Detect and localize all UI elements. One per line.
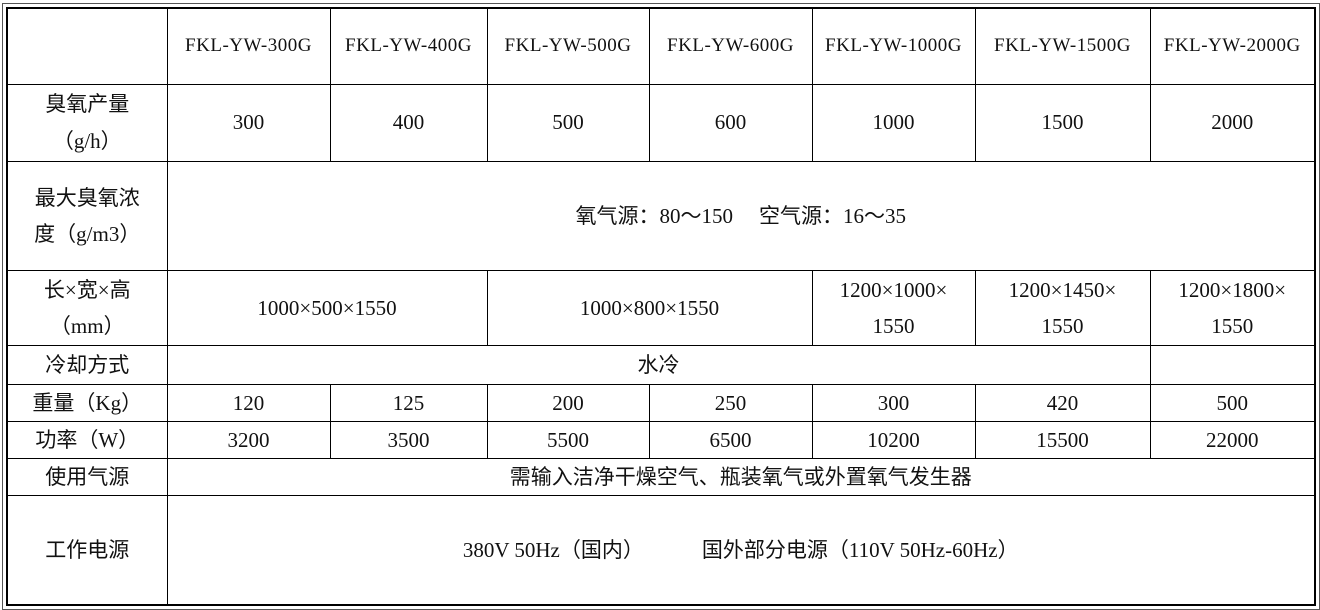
weight-value: 500 <box>1149 383 1316 422</box>
model-header-600g: FKL-YW-600G <box>648 7 813 85</box>
weight-value: 120 <box>166 383 331 422</box>
dimensions-value-2000g: 1200×1800× 1550 <box>1149 269 1316 346</box>
weight-value: 200 <box>486 383 650 422</box>
page: FKL-YW-300G FKL-YW-400G FKL-YW-500G FKL-… <box>2 3 1320 610</box>
dimensions-row: 长×宽×高 （mm） 1000×500×1550 1000×800×1550 1… <box>6 269 1316 346</box>
max-concentration-value: 氧气源：80～150 空气源：16～35 <box>166 160 1316 271</box>
weight-value: 300 <box>811 383 976 422</box>
spec-table: FKL-YW-300G FKL-YW-400G FKL-YW-500G FKL-… <box>6 7 1316 607</box>
ozone-output-value: 600 <box>648 83 813 162</box>
dimensions-value-300g-400g: 1000×500×1550 <box>166 269 488 346</box>
oxygen-source-range: 氧气源：80～150 <box>575 203 734 228</box>
model-header-1000g: FKL-YW-1000G <box>811 7 976 85</box>
row-label-dimensions: 长×宽×高 （mm） <box>6 269 168 346</box>
row-label-power-supply: 工作电源 <box>6 495 168 606</box>
power-supply-value: 380V 50Hz（国内） 国外部分电源（110V 50Hz-60Hz） <box>166 495 1316 606</box>
row-label-power: 功率（W） <box>6 420 168 460</box>
dimensions-value-500g-600g: 1000×800×1550 <box>486 269 813 346</box>
row-label-max-concentration: 最大臭氧浓 度（g/m3） <box>6 160 168 271</box>
dimensions-value-1500g: 1200×1450× 1550 <box>974 269 1151 346</box>
spec-table-frame: FKL-YW-300G FKL-YW-400G FKL-YW-500G FKL-… <box>2 3 1320 610</box>
max-concentration-row: 最大臭氧浓 度（g/m3） 氧气源：80～150 空气源：16～35 <box>6 160 1316 271</box>
model-header-400g: FKL-YW-400G <box>329 7 488 85</box>
row-label-ozone-output: 臭氧产量 （g/h） <box>6 83 168 162</box>
model-header-500g: FKL-YW-500G <box>486 7 650 85</box>
air-source-range: 空气源：16～35 <box>759 203 906 228</box>
cooling-empty-cell <box>1149 344 1316 385</box>
ozone-output-value: 300 <box>166 83 331 162</box>
corner-cell <box>6 7 168 85</box>
row-label-gas-source: 使用气源 <box>6 458 168 497</box>
power-supply-domestic: 380V 50Hz（国内） <box>462 538 644 563</box>
ozone-output-value: 400 <box>329 83 488 162</box>
weight-value: 125 <box>329 383 488 422</box>
gas-source-value: 需输入洁净干燥空气、瓶装氧气或外置氧气发生器 <box>166 458 1316 497</box>
power-value: 3200 <box>166 420 331 460</box>
model-header-300g: FKL-YW-300G <box>166 7 331 85</box>
ozone-output-value: 500 <box>486 83 650 162</box>
power-row: 功率（W） 3200 3500 5500 6500 10200 15500 22… <box>6 420 1316 460</box>
weight-value: 420 <box>974 383 1151 422</box>
header-row: FKL-YW-300G FKL-YW-400G FKL-YW-500G FKL-… <box>6 7 1316 85</box>
ozone-output-value: 2000 <box>1149 83 1316 162</box>
power-value: 15500 <box>974 420 1151 460</box>
model-header-2000g: FKL-YW-2000G <box>1149 7 1316 85</box>
row-label-cooling: 冷却方式 <box>6 344 168 385</box>
power-value: 6500 <box>648 420 813 460</box>
power-supply-international: 国外部分电源（110V 50Hz-60Hz） <box>701 538 1019 563</box>
cooling-value: 水冷 <box>166 344 1151 385</box>
ozone-output-value: 1500 <box>974 83 1151 162</box>
row-label-weight: 重量（Kg） <box>6 383 168 422</box>
weight-row: 重量（Kg） 120 125 200 250 300 420 500 <box>6 383 1316 422</box>
model-header-1500g: FKL-YW-1500G <box>974 7 1151 85</box>
cooling-row: 冷却方式 水冷 <box>6 344 1316 385</box>
power-value: 10200 <box>811 420 976 460</box>
ozone-output-row: 臭氧产量 （g/h） 300 400 500 600 1000 1500 200… <box>6 83 1316 162</box>
power-value: 5500 <box>486 420 650 460</box>
dimensions-value-1000g: 1200×1000× 1550 <box>811 269 976 346</box>
power-value: 22000 <box>1149 420 1316 460</box>
weight-value: 250 <box>648 383 813 422</box>
gas-source-row: 使用气源 需输入洁净干燥空气、瓶装氧气或外置氧气发生器 <box>6 458 1316 497</box>
power-value: 3500 <box>329 420 488 460</box>
power-supply-row: 工作电源 380V 50Hz（国内） 国外部分电源（110V 50Hz-60Hz… <box>6 495 1316 606</box>
ozone-output-value: 1000 <box>811 83 976 162</box>
